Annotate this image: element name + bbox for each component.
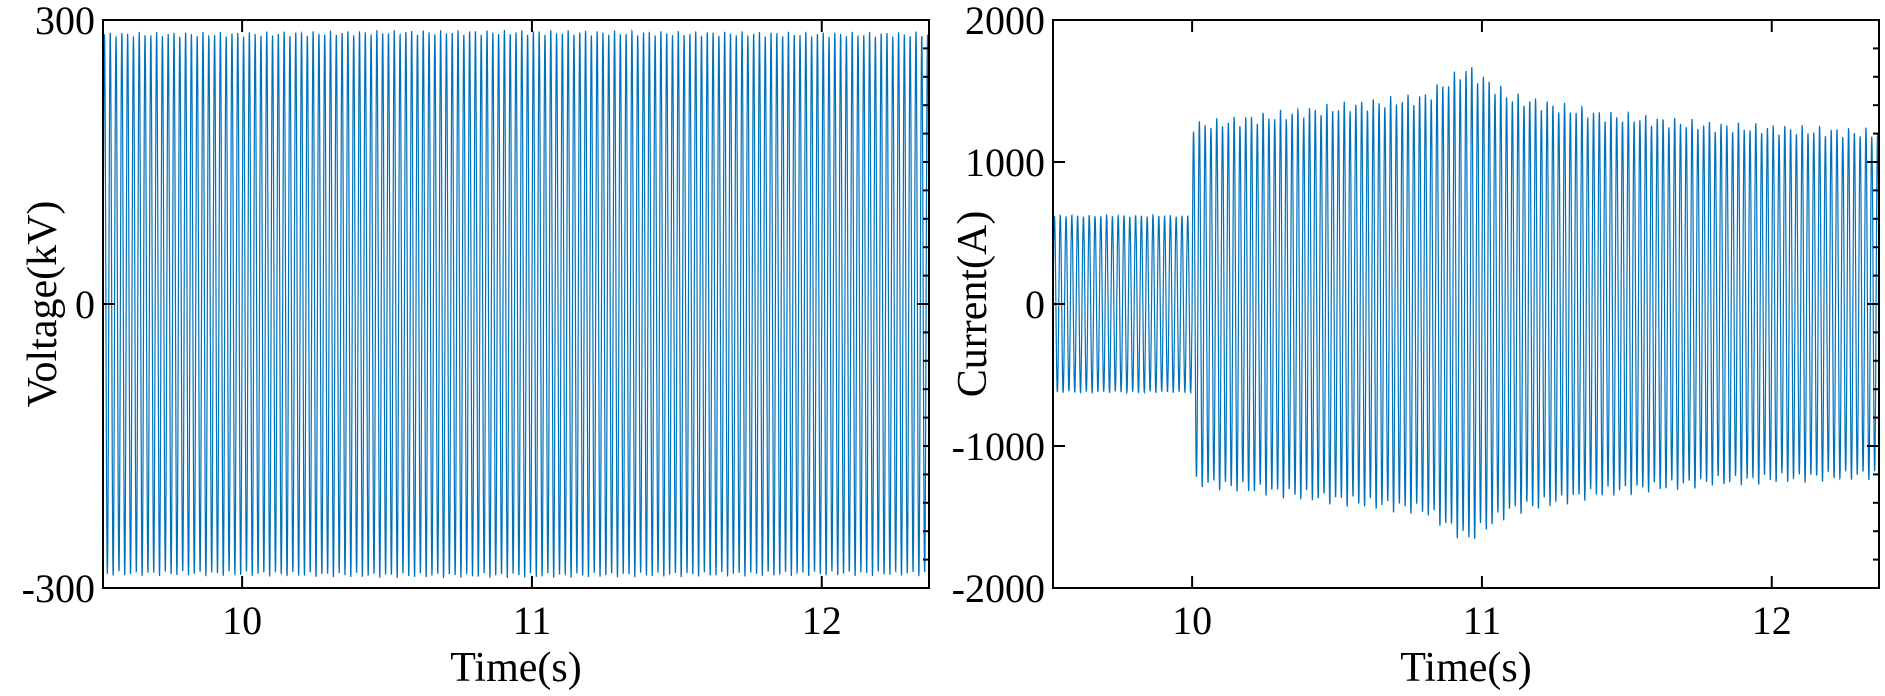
voltage-x-tick-label: 12 [802, 598, 842, 643]
current-series-line [1052, 67, 1880, 539]
current-y-tick-label: 1000 [965, 140, 1045, 185]
current-x-tick-label: 11 [1463, 598, 1502, 643]
current-y-tick-label: -2000 [952, 566, 1045, 611]
voltage-y-tick-label: -300 [22, 566, 95, 611]
voltage-x-tick-label: 10 [222, 598, 262, 643]
current-y-tick-label: 0 [1025, 282, 1045, 327]
voltage-waveform [102, 28, 930, 579]
current-x-tick-label: 10 [1172, 598, 1212, 643]
current-y-tick-label: -1000 [952, 424, 1045, 469]
voltage-x-axis-label: Time(s) [450, 645, 581, 691]
current-y-axis-label: Current(A) [950, 211, 996, 398]
voltage-chart: 10 11 12 -300 0 300 Time(s) Voltage(kV) [20, 0, 930, 691]
current-waveform [1052, 67, 1880, 539]
current-ticks: 10 11 12 -2000 -1000 0 1000 2000 [952, 0, 1879, 643]
voltage-x-tick-label: 11 [513, 598, 552, 643]
voltage-series-line [102, 28, 930, 579]
voltage-y-tick-label: 300 [35, 0, 95, 43]
voltage-y-tick-label: 0 [75, 282, 95, 327]
voltage-ticks: 10 11 12 -300 0 300 [22, 0, 929, 643]
current-y-tick-label: 2000 [965, 0, 1045, 43]
current-x-tick-label: 12 [1752, 598, 1792, 643]
current-chart: 10 11 12 -2000 -1000 0 1000 2000 Time(s) Curren… [950, 0, 1880, 691]
voltage-y-axis-label: Voltage(kV) [20, 201, 66, 408]
current-x-axis-label: Time(s) [1400, 645, 1531, 691]
